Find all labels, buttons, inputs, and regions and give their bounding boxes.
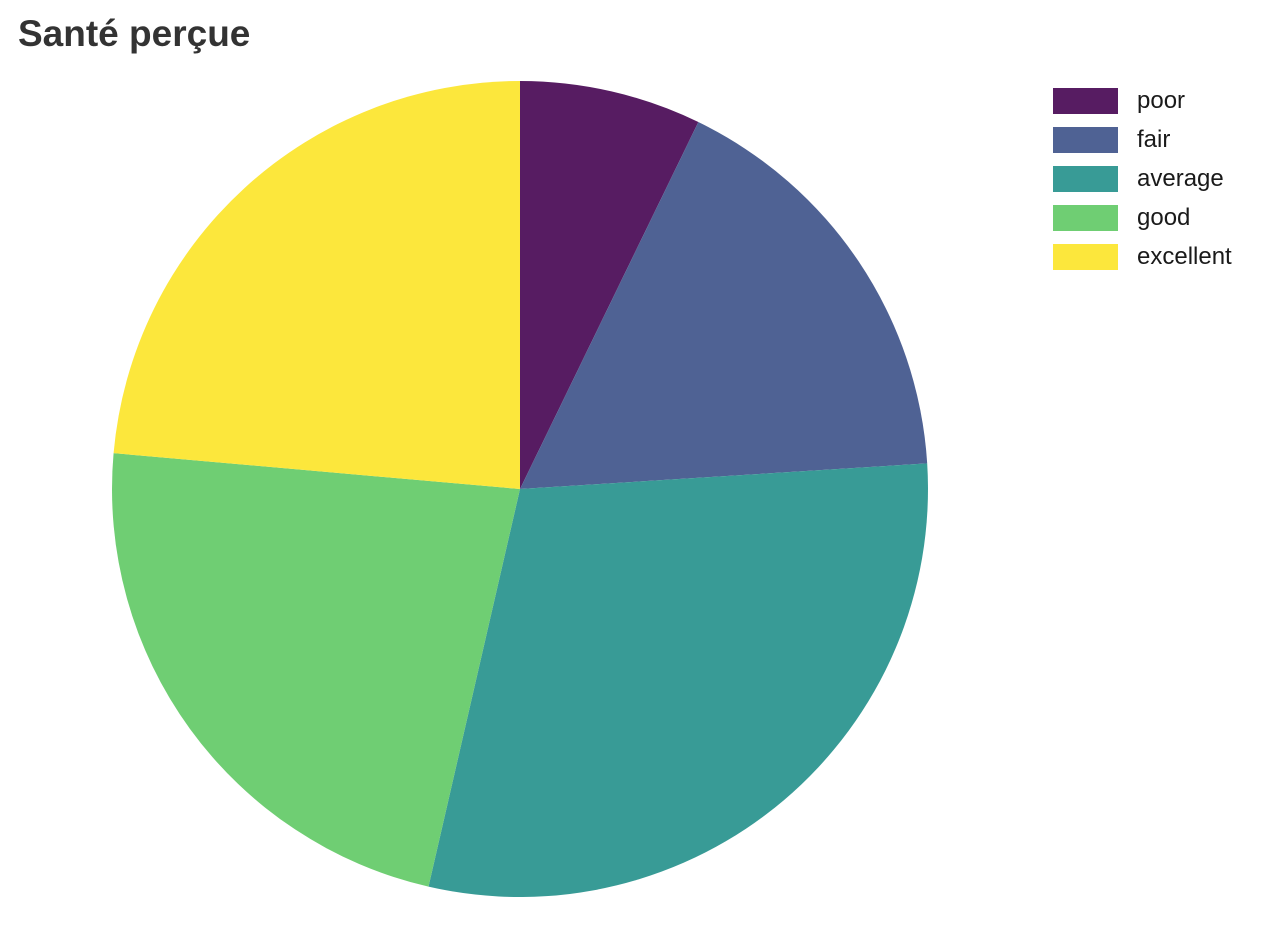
legend-item-good: good <box>1053 198 1232 237</box>
legend-item-excellent: excellent <box>1053 237 1232 276</box>
pie-slices <box>112 81 928 898</box>
pie-slice-average <box>428 463 928 898</box>
pie-slice-fair <box>520 122 928 489</box>
legend-label: excellent <box>1137 242 1232 270</box>
legend-label: poor <box>1137 87 1186 115</box>
legend-swatch <box>1053 165 1118 192</box>
legend-swatch <box>1053 88 1118 115</box>
legend-item-poor: poor <box>1053 82 1232 121</box>
legend-item-fair: fair <box>1053 121 1232 160</box>
legend-label: fair <box>1137 126 1171 154</box>
legend-label: average <box>1137 164 1224 192</box>
legend-swatch <box>1053 204 1118 231</box>
chart-title: Santé perçue <box>18 13 251 54</box>
pie-slice-poor <box>520 81 699 489</box>
pie-slice-good <box>112 453 520 887</box>
legend-swatch <box>1053 243 1118 270</box>
legend-item-average: average <box>1053 160 1232 199</box>
legend-label: good <box>1137 203 1191 231</box>
pie-slice-excellent <box>113 81 520 489</box>
legend-swatch <box>1053 127 1118 154</box>
legend: poor fair average good excellent <box>1053 82 1232 276</box>
